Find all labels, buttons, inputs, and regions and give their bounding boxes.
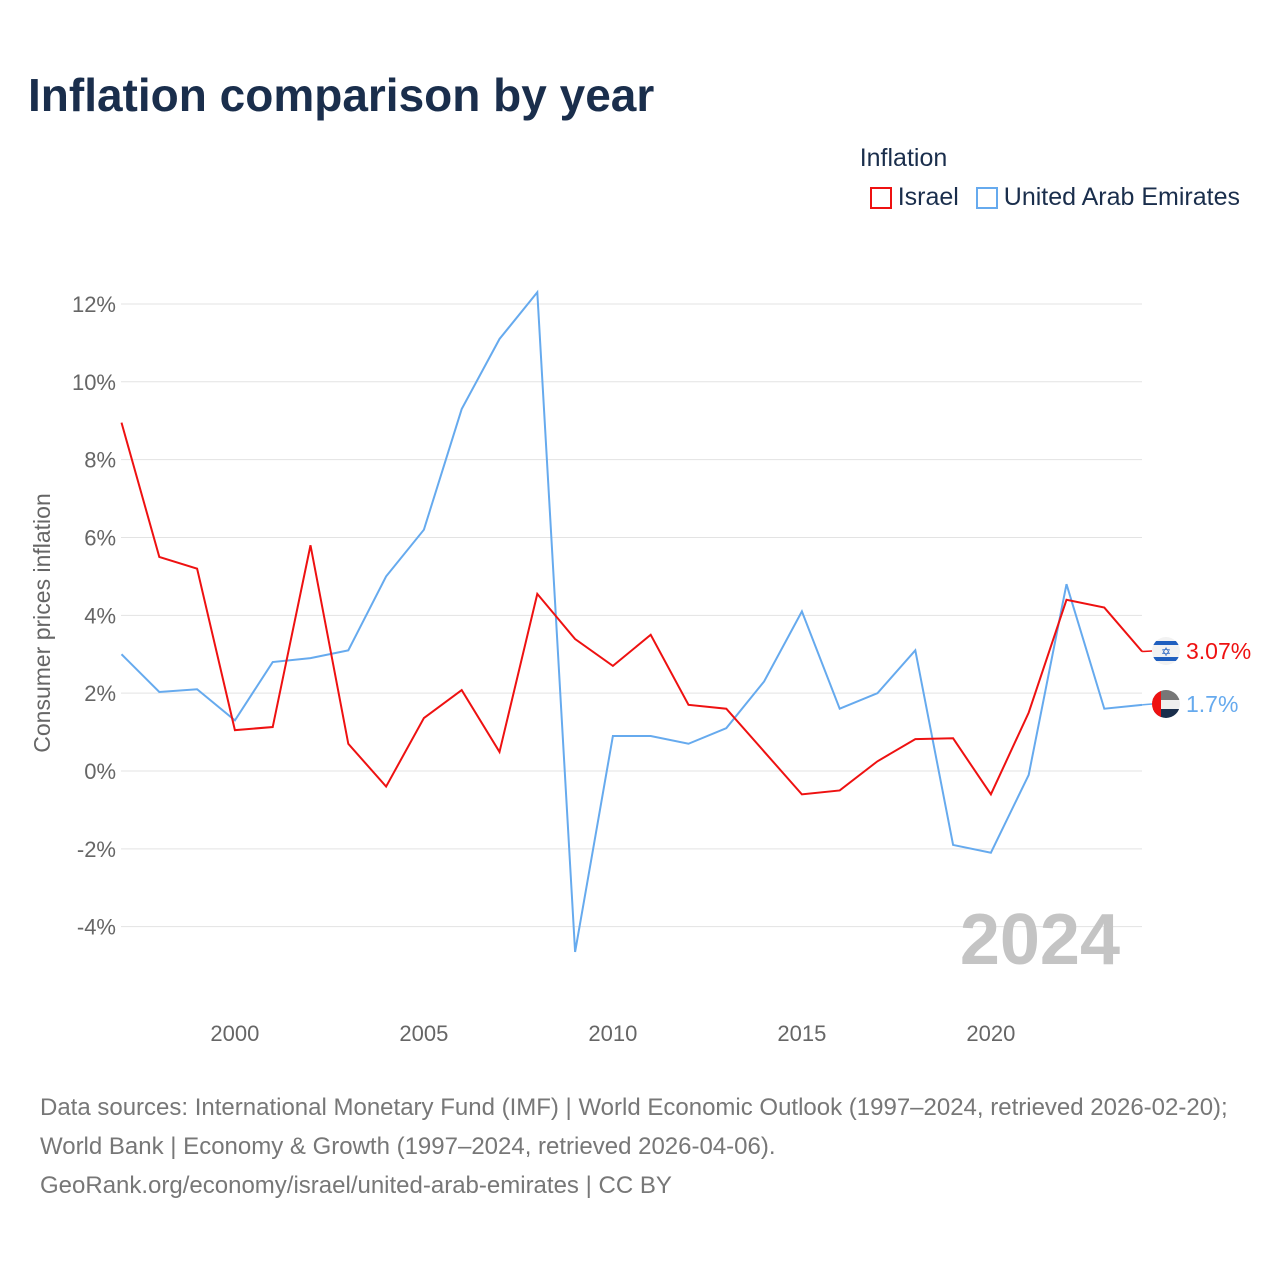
x-tick-label: 2005 xyxy=(399,1021,448,1046)
legend-label: Israel xyxy=(897,183,959,211)
x-tick-label: 2020 xyxy=(966,1021,1015,1046)
x-tick-label: 2015 xyxy=(777,1021,826,1046)
legend-label: United Arab Emirates xyxy=(1003,183,1240,211)
y-tick-label: 6% xyxy=(84,525,116,550)
legend-item-uae[interactable]: United Arab Emirates xyxy=(975,183,1240,212)
year-watermark: 2024 xyxy=(960,900,1120,980)
legend-title: Inflation xyxy=(859,144,948,172)
end-connector xyxy=(1142,650,1153,653)
y-tick-label: -4% xyxy=(77,915,116,940)
source-note: Data sources: International Monetary Fun… xyxy=(40,1088,1250,1205)
y-tick-label: 12% xyxy=(72,292,116,317)
end-value-label: 3.07% xyxy=(1186,638,1251,664)
legend: Inflation Israel United Arab Emirates xyxy=(860,144,1240,216)
data-sources: Data sources: International Monetary Fun… xyxy=(40,1094,1228,1160)
x-tick-label: 2000 xyxy=(210,1021,259,1046)
series-line-uae xyxy=(120,289,1143,953)
legend-swatch xyxy=(869,186,892,209)
chart-title: Inflation comparison by year xyxy=(28,69,655,121)
y-axis-label: Consumer prices inflation xyxy=(29,493,55,753)
uae-flag-icon xyxy=(1152,690,1180,718)
legend-item-israel[interactable]: Israel xyxy=(869,183,959,212)
israel-flag-icon: ✡ xyxy=(1152,637,1180,665)
y-tick-label: 0% xyxy=(84,759,116,784)
series-line-israel xyxy=(120,422,1143,797)
y-tick-label: -2% xyxy=(77,837,116,862)
x-tick-label: 2010 xyxy=(588,1021,637,1046)
credit-link[interactable]: GeoRank.org/economy/israel/united-arab-e… xyxy=(40,1172,672,1199)
line-chart: -4% -2% 0% 2% 4% 6% 8% 10% 12% 2000 2005 2010 2015 20… xyxy=(29,289,1251,1046)
y-tick-label: 8% xyxy=(84,448,116,473)
end-connector xyxy=(1142,703,1153,706)
y-tick-label: 4% xyxy=(84,603,116,628)
end-value-label: 1.7% xyxy=(1186,691,1238,717)
svg-text:✡: ✡ xyxy=(1161,645,1171,659)
y-tick-label: 10% xyxy=(72,370,116,395)
y-tick-label: 2% xyxy=(84,681,116,706)
legend-swatch xyxy=(975,186,998,209)
